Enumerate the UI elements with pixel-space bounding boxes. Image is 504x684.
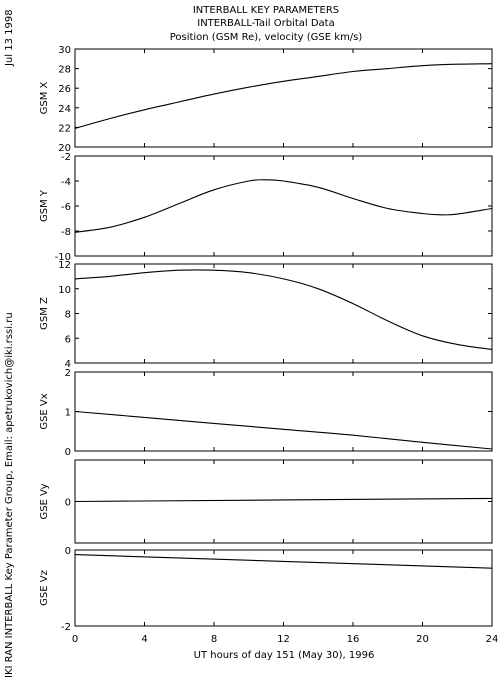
y-tick-label: 30 [58,45,71,56]
y-tick-label: 0 [65,447,71,458]
y-tick-label: -2 [61,622,71,633]
panel-frame [74,155,493,257]
x-tick-label: 8 [211,634,217,645]
y-tick-label: -8 [61,227,71,238]
y-tick-label: 12 [58,260,71,271]
y-tick-label: -4 [61,177,71,188]
y-axis-label: GSE Vx [39,393,50,429]
y-axis-label: GSM Y [39,189,50,222]
series-line [74,497,493,503]
y-tick-label: -6 [61,202,71,213]
series-line [74,269,493,350]
x-axis-label: UT hours of day 151 (May 30), 1996 [194,650,375,661]
credit-label: IKI RAN INTERBALL Key Parameter Group, E… [4,312,15,678]
x-tick-label: 12 [277,634,290,645]
y-tick-label: 1 [65,408,71,419]
title-line-1: INTERBALL KEY PARAMETERS [193,5,339,16]
y-tick-label: 24 [58,104,71,115]
x-tick-label: 4 [141,634,147,645]
y-tick-label: 0 [65,498,71,509]
panel-frame [74,371,493,452]
y-axis-label: GSM Z [39,297,50,330]
x-tick-label: 20 [416,634,429,645]
panel-2: 4 6 8 10 12 GSM Z [39,260,493,370]
y-tick-label: 4 [65,359,71,370]
y-tick-label: 6 [65,334,71,345]
title-line-2: INTERBALL-Tail Orbital Data [197,18,334,29]
date-label: Jul 13 1998 [4,9,15,67]
y-tick-label: 22 [58,123,71,134]
panel-0: 20 22 24 26 28 30 GSM X [39,45,493,154]
x-tick-label: 24 [486,634,499,645]
y-tick-label: 2 [65,368,71,379]
series-line [74,179,493,233]
series-line [74,554,493,569]
y-tick-label: -2 [61,152,71,163]
y-tick-label: 0 [65,546,71,557]
y-tick-label: 8 [65,310,71,321]
y-axis-label: GSE Vz [39,570,50,606]
panel-1: -10 -8 -6 -4 -2 GSM Y [39,152,493,263]
y-tick-label: 28 [58,65,71,76]
title-line-3: Position (GSM Re), velocity (GSE km/s) [170,32,363,43]
panel-5: -2 0 GSE Vz [39,546,493,633]
panel-4: 0 GSE Vy [39,459,493,544]
series-line [74,63,493,129]
x-tick-label: 0 [72,634,78,645]
panel-frame [74,48,493,148]
y-axis-label: GSE Vy [39,483,50,519]
y-axis-label: GSM X [39,81,50,114]
series-line [74,410,493,450]
x-tick-label: 16 [347,634,360,645]
y-tick-label: 10 [58,285,71,296]
y-tick-label: 20 [58,143,71,154]
y-tick-label: 26 [58,84,71,95]
panel-3: 0 1 2 GSE Vx [39,368,493,458]
y-tick-label: -10 [55,252,71,263]
